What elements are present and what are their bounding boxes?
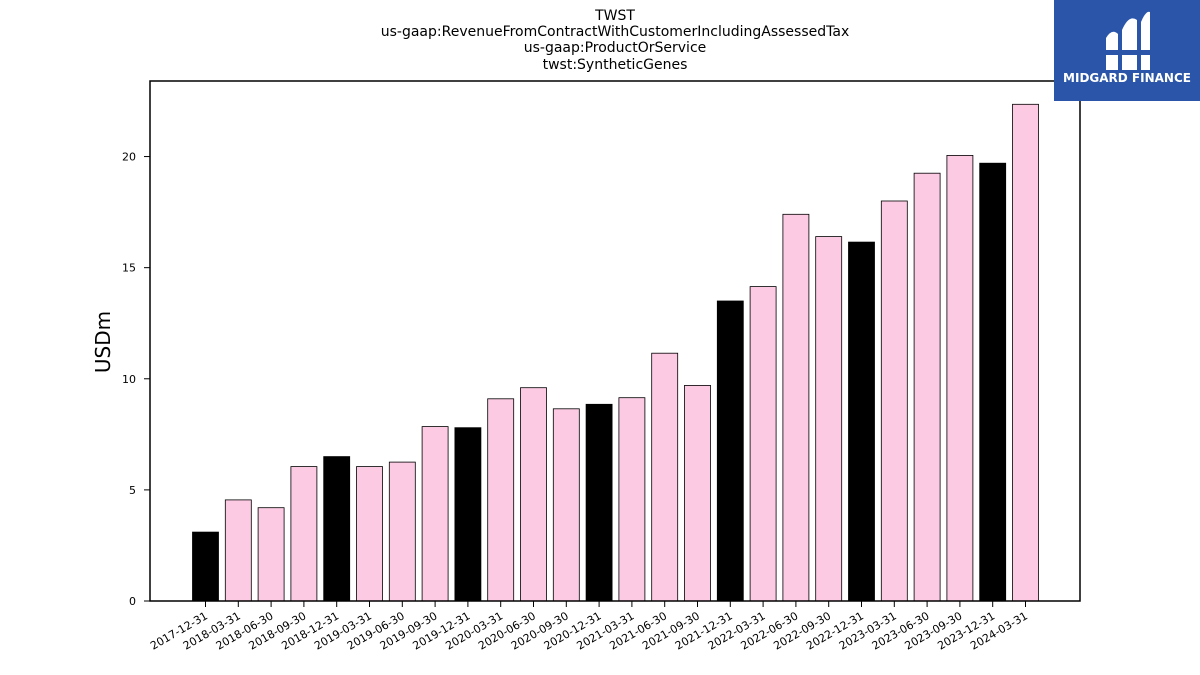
chart-title: TWST us-gaap:RevenueFromContractWithCust…	[381, 8, 850, 73]
bar-2018-06-30	[257, 507, 285, 602]
y-axis-ticks: 0 5 10 15 20	[122, 151, 150, 608]
bar-2023-03-31	[880, 200, 908, 602]
bar-2023-12-31	[979, 162, 1007, 602]
bar-2022-03-31	[749, 286, 777, 602]
plot-frame	[149, 80, 1081, 602]
logo-text: MIDGARD FINANCE	[1063, 71, 1191, 85]
title-line-3: us-gaap:ProductOrService	[524, 40, 707, 56]
bar-2023-09-30	[946, 154, 974, 602]
bar-2018-12-31	[323, 456, 351, 602]
bar-2021-12-31	[716, 300, 744, 602]
bar-2019-03-31	[356, 466, 383, 602]
y-tick-label: 15	[122, 262, 136, 275]
logo-mark-band	[1104, 50, 1152, 55]
bar-2018-09-30	[290, 466, 318, 602]
bars-group	[192, 103, 1039, 602]
title-line-1: TWST	[594, 8, 635, 24]
y-axis-label: USDm	[91, 311, 115, 373]
logo-mark-right	[1141, 11, 1150, 70]
y-tick-label: 5	[129, 484, 136, 497]
y-tick-label: 0	[129, 595, 136, 608]
bar-2024-03-31	[1012, 103, 1039, 602]
bar-2022-06-30	[782, 213, 810, 602]
bar-2020-09-30	[552, 408, 580, 602]
title-line-2: us-gaap:RevenueFromContractWithCustomerI…	[381, 24, 850, 40]
y-tick-label: 10	[122, 373, 136, 386]
y-tick-label: 20	[122, 151, 136, 164]
bar-2019-06-30	[388, 461, 416, 602]
bar-2017-12-31	[192, 531, 219, 602]
x-axis-ticks: 2017-12-312018-03-312018-06-302018-09-30…	[148, 601, 1030, 653]
logo-mark-middle	[1122, 18, 1137, 70]
bar-2019-12-31	[454, 427, 482, 602]
bar-2020-12-31	[585, 403, 613, 602]
bar-2020-03-31	[487, 398, 515, 602]
title-line-4: twst:SyntheticGenes	[543, 57, 688, 73]
bar-2018-03-31	[224, 499, 252, 602]
bar-2023-06-30	[913, 172, 941, 602]
bar-2022-09-30	[815, 236, 843, 602]
bar-2019-09-30	[421, 426, 449, 602]
midgard-finance-logo: MIDGARD FINANCE	[1054, 0, 1200, 101]
bar-2021-03-31	[618, 397, 646, 602]
bar-2020-06-30	[520, 387, 547, 602]
bar-2021-06-30	[651, 352, 679, 602]
logo-icon: MIDGARD FINANCE	[1054, 0, 1200, 101]
bar-2021-09-30	[684, 384, 711, 602]
bar-2022-12-31	[848, 241, 875, 602]
